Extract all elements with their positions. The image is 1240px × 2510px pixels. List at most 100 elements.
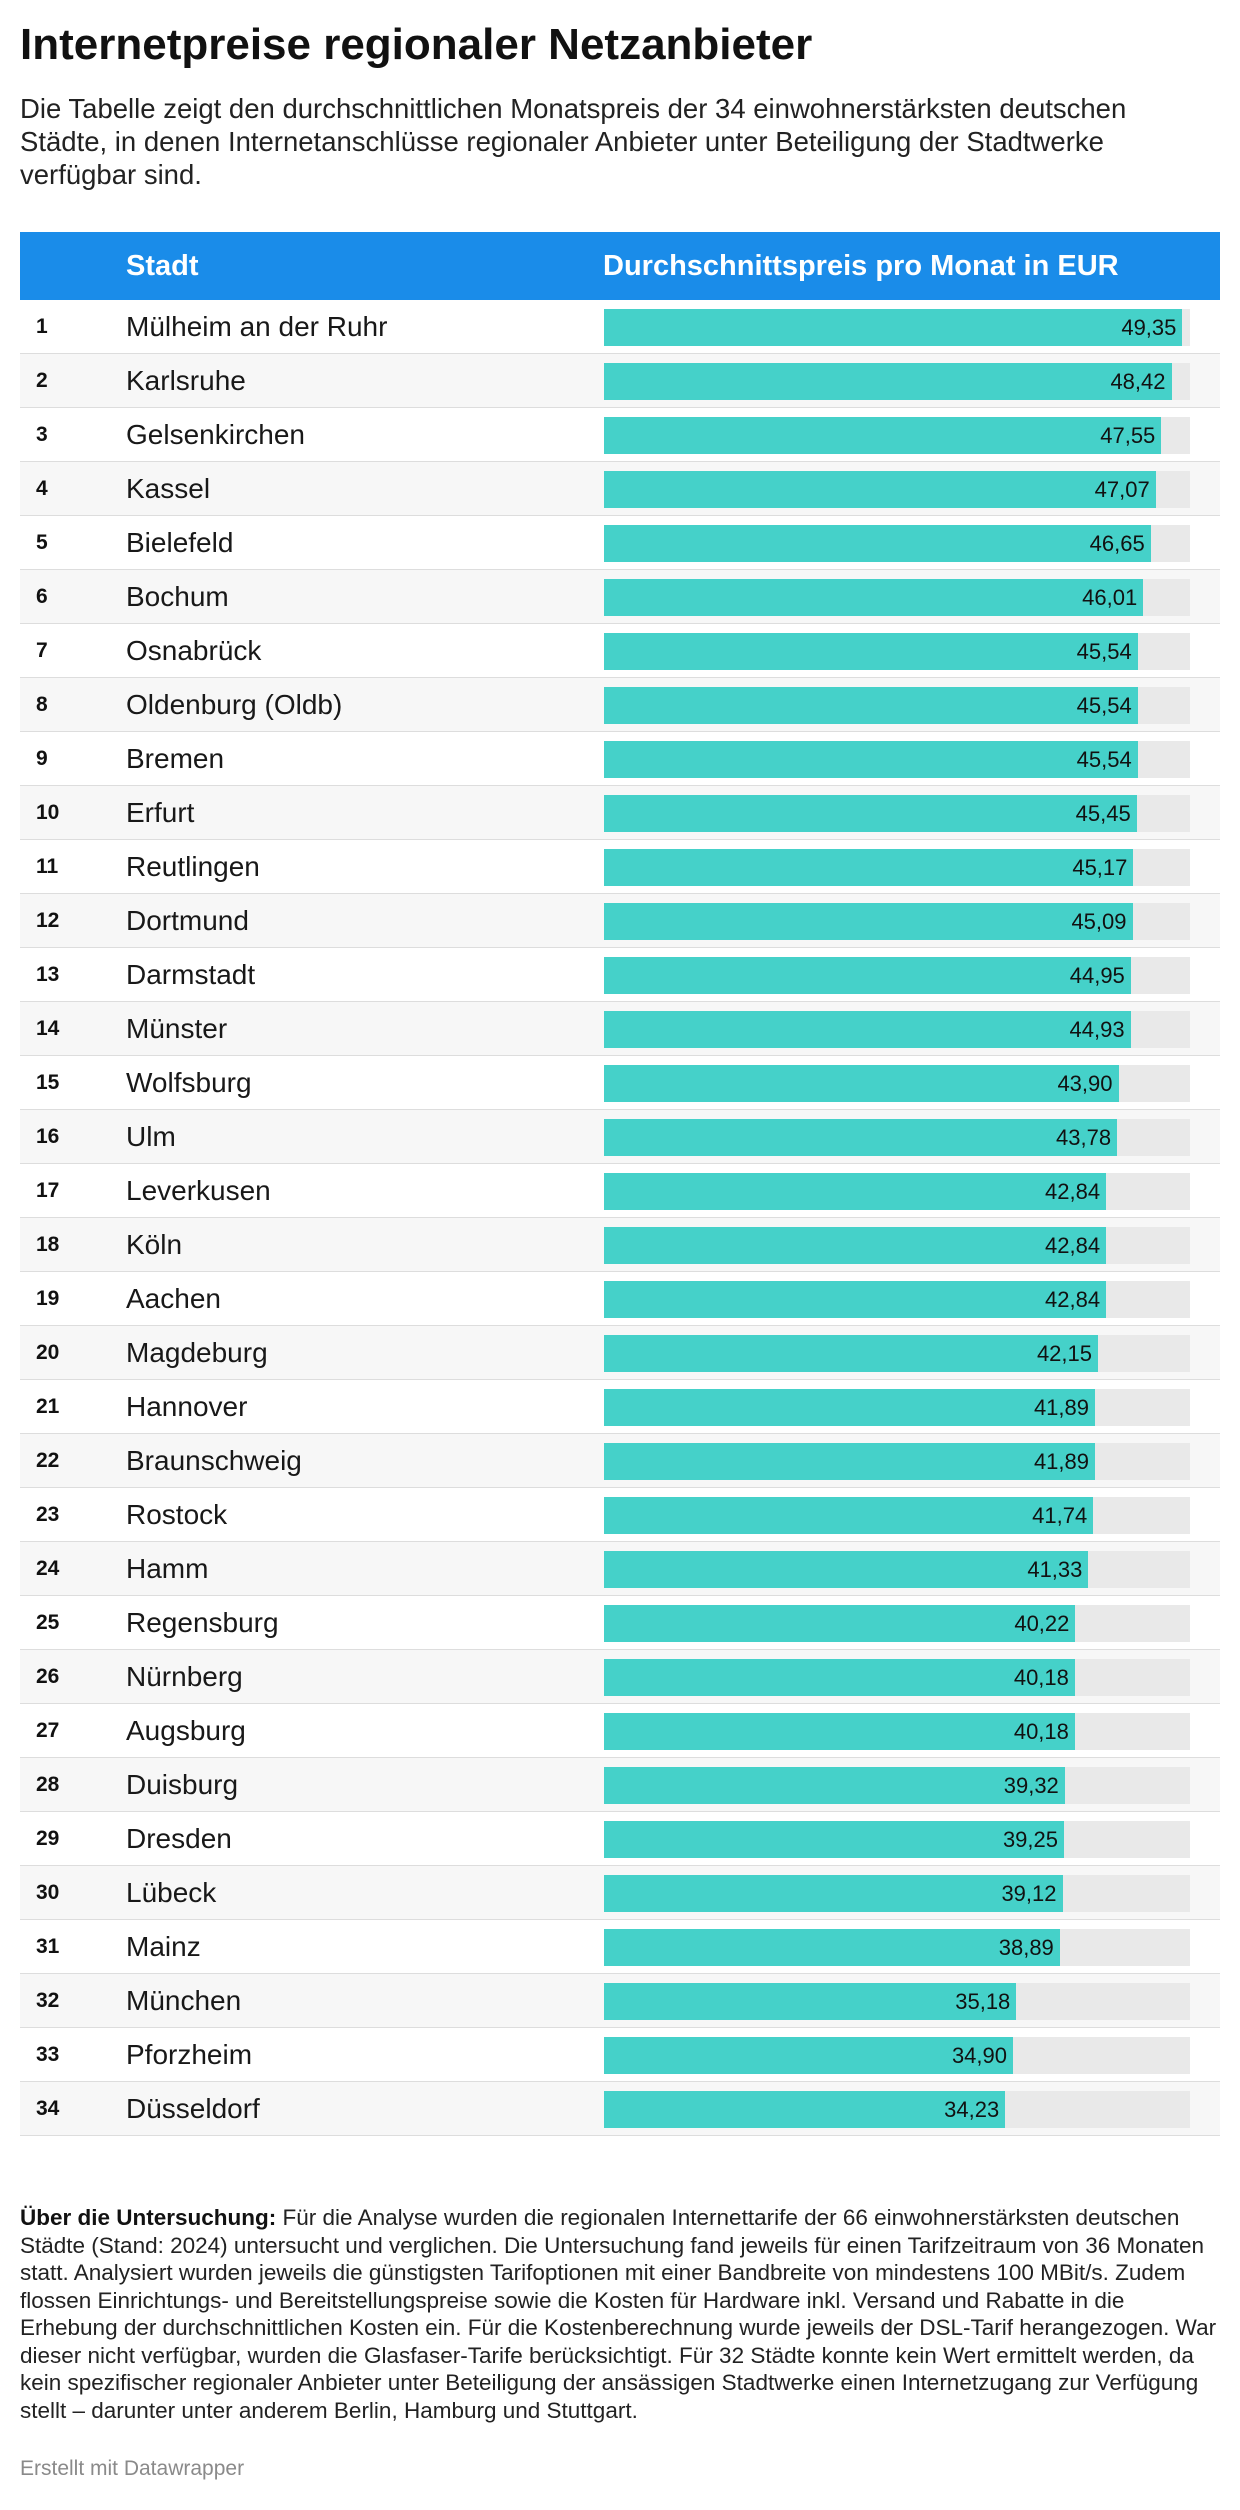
bar-track: 46,01 [604,579,1190,616]
value-label: 41,89 [1033,1395,1089,1420]
bar-track: 45,45 [604,795,1190,832]
rank-label: 10 [36,801,60,824]
value-label: 40,18 [1013,1719,1069,1744]
value-label: 34,23 [944,2097,1000,2122]
city-label: Hamm [126,1553,209,1584]
city-label: Münster [126,1013,228,1044]
bar-track: 45,54 [604,687,1190,724]
bar-track: 45,54 [604,741,1190,778]
value-label: 47,07 [1094,477,1150,502]
city-label: Gelsenkirchen [126,419,305,450]
bar-track: 40,22 [604,1605,1190,1642]
price-bar: 41,74 [604,1497,1094,1534]
city-label: Bochum [126,581,229,612]
table-row: 33 Pforzheim 34,90 [20,2028,1220,2082]
price-bar: 47,07 [604,471,1156,508]
bar-track: 34,90 [604,2037,1190,2074]
price-bar: 39,25 [604,1821,1064,1858]
price-bar: 48,42 [604,363,1172,400]
price-bar: 43,90 [604,1065,1119,1102]
price-bar: 43,78 [604,1119,1118,1156]
rank-label: 29 [36,1827,60,1850]
value-label: 48,42 [1110,369,1166,394]
methodology-note: Über die Untersuchung: Für die Analyse w… [20,2204,1220,2424]
price-bar: 39,32 [604,1767,1065,1804]
value-label: 41,74 [1032,1503,1088,1528]
rank-label: 33 [36,2043,60,2066]
price-bar: 45,17 [604,849,1134,886]
bar-track: 42,84 [604,1173,1190,1210]
rank-label: 21 [36,1395,60,1418]
city-label: Augsburg [126,1715,246,1746]
bar-track: 49,35 [604,309,1190,346]
table-row: 8 Oldenburg (Oldb) 45,54 [20,678,1220,732]
table-row: 18 Köln 42,84 [20,1218,1220,1272]
rank-label: 4 [36,477,48,500]
table-row: 32 München 35,18 [20,1974,1220,2028]
bar-track: 45,54 [604,633,1190,670]
table-row: 17 Leverkusen 42,84 [20,1164,1220,1218]
column-header-price[interactable]: Durchschnittspreis pro Monat in EUR [603,250,1119,282]
bar-track: 47,07 [604,471,1190,508]
value-label: 47,55 [1100,423,1156,448]
bar-track: 46,65 [604,525,1190,562]
bar-track: 41,89 [604,1389,1190,1426]
value-label: 40,22 [1014,1611,1070,1636]
price-bar: 34,23 [604,2091,1006,2128]
bar-track: 39,32 [604,1767,1190,1804]
value-label: 45,54 [1076,693,1132,718]
price-bar: 40,18 [604,1659,1075,1696]
rank-label: 11 [36,855,59,878]
table-row: 15 Wolfsburg 43,90 [20,1056,1220,1110]
value-label: 49,35 [1121,315,1177,340]
city-label: Bielefeld [126,527,234,558]
price-bar: 44,95 [604,957,1131,994]
rank-label: 9 [36,747,48,770]
rank-label: 28 [36,1773,60,1796]
value-label: 39,32 [1003,1773,1059,1798]
price-bar: 45,09 [604,903,1133,940]
table-row: 30 Lübeck 39,12 [20,1866,1220,1920]
rank-label: 3 [36,423,48,446]
rank-label: 20 [36,1341,60,1364]
table-row: 21 Hannover 41,89 [20,1380,1220,1434]
rank-label: 17 [36,1179,60,1202]
table-row: 5 Bielefeld 46,65 [20,516,1220,570]
table-row: 19 Aachen 42,84 [20,1272,1220,1326]
city-label: Köln [126,1229,183,1260]
bar-track: 40,18 [604,1713,1190,1750]
bar-track: 43,90 [604,1065,1190,1102]
city-label: Oldenburg (Oldb) [126,689,343,720]
table-row: 3 Gelsenkirchen 47,55 [20,408,1220,462]
price-bar: 34,90 [604,2037,1013,2074]
city-label: Rostock [126,1499,228,1530]
rank-label: 19 [36,1287,60,1310]
price-bar: 46,65 [604,525,1151,562]
city-label: Leverkusen [126,1175,271,1206]
column-header-city[interactable]: Stadt [126,250,199,282]
price-bar: 42,84 [604,1173,1107,1210]
bar-track: 42,84 [604,1227,1190,1264]
city-label: Ulm [126,1121,176,1152]
value-label: 34,90 [951,2043,1007,2068]
price-bar: 45,45 [604,795,1137,832]
city-label: Wolfsburg [126,1067,252,1098]
rank-label: 23 [36,1503,60,1526]
bar-track: 42,84 [604,1281,1190,1318]
table-row: 16 Ulm 43,78 [20,1110,1220,1164]
bar-track: 41,74 [604,1497,1190,1534]
price-bar: 41,33 [604,1551,1089,1588]
bar-track: 39,25 [604,1821,1190,1858]
table-row: 27 Augsburg 40,18 [20,1704,1220,1758]
price-bar: 39,12 [604,1875,1063,1912]
price-bar: 45,54 [604,633,1138,670]
chart-title: Internetpreise regionaler Netzanbieter [20,20,813,69]
rank-label: 12 [36,909,60,932]
bar-track: 45,09 [604,903,1190,940]
table-row: 13 Darmstadt 44,95 [20,948,1220,1002]
datawrapper-credit: Erstellt mit Datawrapper [20,2457,245,2480]
city-label: Dresden [126,1823,232,1854]
rank-label: 5 [36,531,48,554]
price-bar: 42,84 [604,1281,1107,1318]
value-label: 43,78 [1056,1125,1112,1150]
